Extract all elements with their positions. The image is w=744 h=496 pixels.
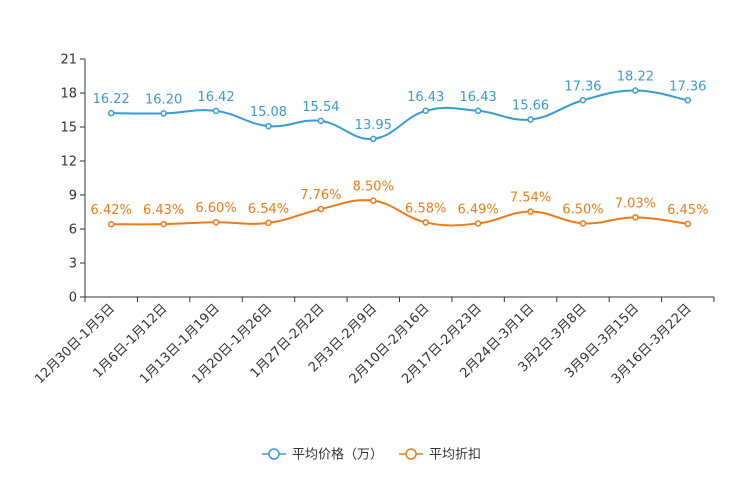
- data-label: 16.43: [407, 90, 444, 105]
- y-tick-label: 15: [60, 121, 77, 136]
- data-label: 16.43: [460, 90, 497, 105]
- data-point[interactable]: [684, 97, 692, 104]
- data-point[interactable]: [422, 107, 429, 115]
- series-line: [111, 199, 688, 227]
- legend-marker-icon: [405, 448, 417, 460]
- data-point[interactable]: [527, 208, 534, 215]
- y-tick-label: 0: [69, 291, 77, 306]
- series-average-price: 16.22 16.20 16.42 15.08 15.54 13.95 16.43 16.43…: [93, 70, 706, 143]
- data-label: 16.20: [145, 92, 182, 107]
- data-point[interactable]: [632, 87, 639, 94]
- data-point[interactable]: [160, 220, 167, 228]
- data-point[interactable]: [212, 218, 220, 226]
- data-label: 17.36: [669, 79, 706, 94]
- data-point[interactable]: [370, 135, 377, 143]
- legend-item-average-price[interactable]: 平均价格（万）: [262, 447, 383, 463]
- data-label: 15.08: [250, 105, 287, 120]
- legend-item-average-discount[interactable]: 平均折扣: [399, 448, 481, 463]
- data-label: 6.58%: [405, 201, 446, 216]
- legend: 平均价格（万） 平均折扣: [262, 447, 481, 463]
- data-point[interactable]: [422, 219, 429, 226]
- data-point[interactable]: [107, 109, 115, 117]
- data-point[interactable]: [474, 107, 482, 115]
- series-layer: 16.22 16.20 16.42 15.08 15.54 13.95 16.43 16.43…: [91, 70, 708, 228]
- data-label: 6.54%: [248, 202, 289, 217]
- y-tick-label: 18: [60, 87, 77, 102]
- data-point[interactable]: [212, 107, 220, 115]
- data-point[interactable]: [474, 220, 482, 227]
- data-label: 6.45%: [667, 203, 708, 218]
- data-point[interactable]: [527, 116, 534, 123]
- data-label: 18.22: [617, 70, 654, 85]
- data-label: 6.43%: [143, 203, 184, 218]
- data-label: 6.60%: [195, 201, 236, 216]
- series-line: [111, 89, 688, 140]
- data-label: 6.49%: [457, 202, 498, 217]
- y-tick-label: 6: [69, 223, 77, 238]
- data-label: 6.42%: [91, 203, 132, 218]
- data-point[interactable]: [317, 205, 325, 213]
- data-point[interactable]: [317, 117, 325, 125]
- data-label: 15.54: [302, 100, 339, 115]
- data-point[interactable]: [370, 197, 377, 204]
- data-point[interactable]: [265, 219, 272, 227]
- data-point[interactable]: [632, 214, 639, 221]
- data-point[interactable]: [107, 220, 115, 228]
- data-label: 16.22: [93, 92, 130, 107]
- y-tick-label: 21: [60, 53, 77, 68]
- data-label: 8.50%: [353, 180, 394, 195]
- y-tick-label: 12: [60, 155, 77, 170]
- data-label: 15.66: [512, 99, 549, 114]
- data-point[interactable]: [579, 220, 587, 227]
- legend-marker-icon: [268, 448, 280, 460]
- y-tick-label: 9: [69, 189, 77, 204]
- data-label: 7.54%: [510, 191, 551, 206]
- series-average-discount: 6.42% 6.43% 6.60% 6.54% 7.76% 8.50% 6.58% 6.49%…: [91, 180, 708, 228]
- data-label: 17.36: [564, 79, 601, 94]
- data-label: 13.95: [355, 118, 392, 133]
- data-label: 7.76%: [300, 188, 341, 203]
- data-point[interactable]: [160, 110, 167, 117]
- data-point[interactable]: [265, 122, 272, 130]
- legend-label: 平均折扣: [429, 448, 481, 463]
- data-label: 16.42: [197, 90, 234, 105]
- data-point[interactable]: [684, 220, 692, 228]
- data-point[interactable]: [579, 97, 587, 104]
- legend-label: 平均价格（万）: [292, 447, 383, 463]
- data-label: 7.03%: [615, 196, 656, 211]
- data-label: 6.50%: [562, 202, 603, 217]
- y-tick-label: 3: [69, 257, 77, 272]
